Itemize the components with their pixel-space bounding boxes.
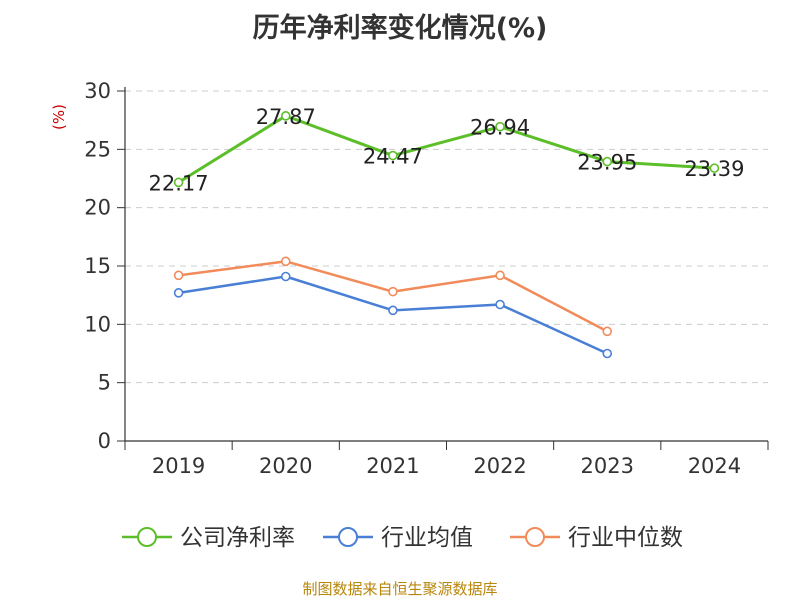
industry-median-point	[388, 286, 398, 297]
legend-label: 行业中位数	[568, 525, 683, 551]
x-tick-label: 2021	[366, 454, 419, 478]
company-net-margin-point	[495, 121, 505, 132]
industry-average-point	[173, 288, 184, 298]
y-tick-label: 25	[84, 137, 111, 161]
y-tick-label: 10	[84, 312, 111, 336]
company-net-margin-point	[388, 150, 398, 161]
x-tick-label: 2019	[152, 454, 205, 478]
legend-label: 行业均值	[381, 525, 473, 551]
industry-average-point	[280, 271, 291, 282]
industry-average-point	[495, 299, 505, 310]
y-tick-label: 30	[84, 79, 111, 103]
x-tick-label: 2023	[581, 454, 634, 478]
x-tick-label: 2022	[473, 454, 526, 478]
y-tick-label: 0	[98, 429, 111, 453]
data-source-note: 制图数据来自恒生聚源数据库	[302, 580, 498, 598]
industry-median-point	[280, 256, 291, 267]
company-net-margin-point	[709, 163, 720, 173]
y-tick-label: 5	[98, 371, 111, 395]
legend-swatch-marker	[338, 527, 358, 547]
legend-swatch-marker	[525, 527, 545, 547]
data-label: 27.87	[256, 105, 316, 129]
industry-median-point	[495, 270, 505, 281]
data-label: 23.95	[577, 151, 637, 175]
company-net-margin-line	[177, 114, 715, 184]
x-tick-label: 2020	[259, 454, 312, 478]
x-tick-label: 2024	[688, 454, 741, 478]
data-label: 22.17	[149, 171, 209, 195]
data-label: 26.94	[470, 116, 530, 140]
chart-title: 历年净利率变化情况(%)	[252, 13, 548, 44]
company-net-margin-point	[602, 156, 613, 167]
industry-median-point	[173, 270, 184, 281]
y-tick-label: 15	[84, 254, 111, 278]
industry-average-point	[388, 305, 398, 316]
company-net-margin-point	[173, 177, 184, 188]
data-label: 24.47	[363, 145, 423, 169]
company-net-margin-point	[280, 111, 291, 121]
industry-median-point	[602, 326, 613, 337]
industry-average-point	[602, 348, 613, 359]
legend-swatch-marker	[137, 527, 157, 547]
y-tick-label: 20	[84, 196, 111, 220]
legend-label: 公司净利率	[180, 525, 295, 551]
data-label: 23.39	[684, 157, 744, 181]
